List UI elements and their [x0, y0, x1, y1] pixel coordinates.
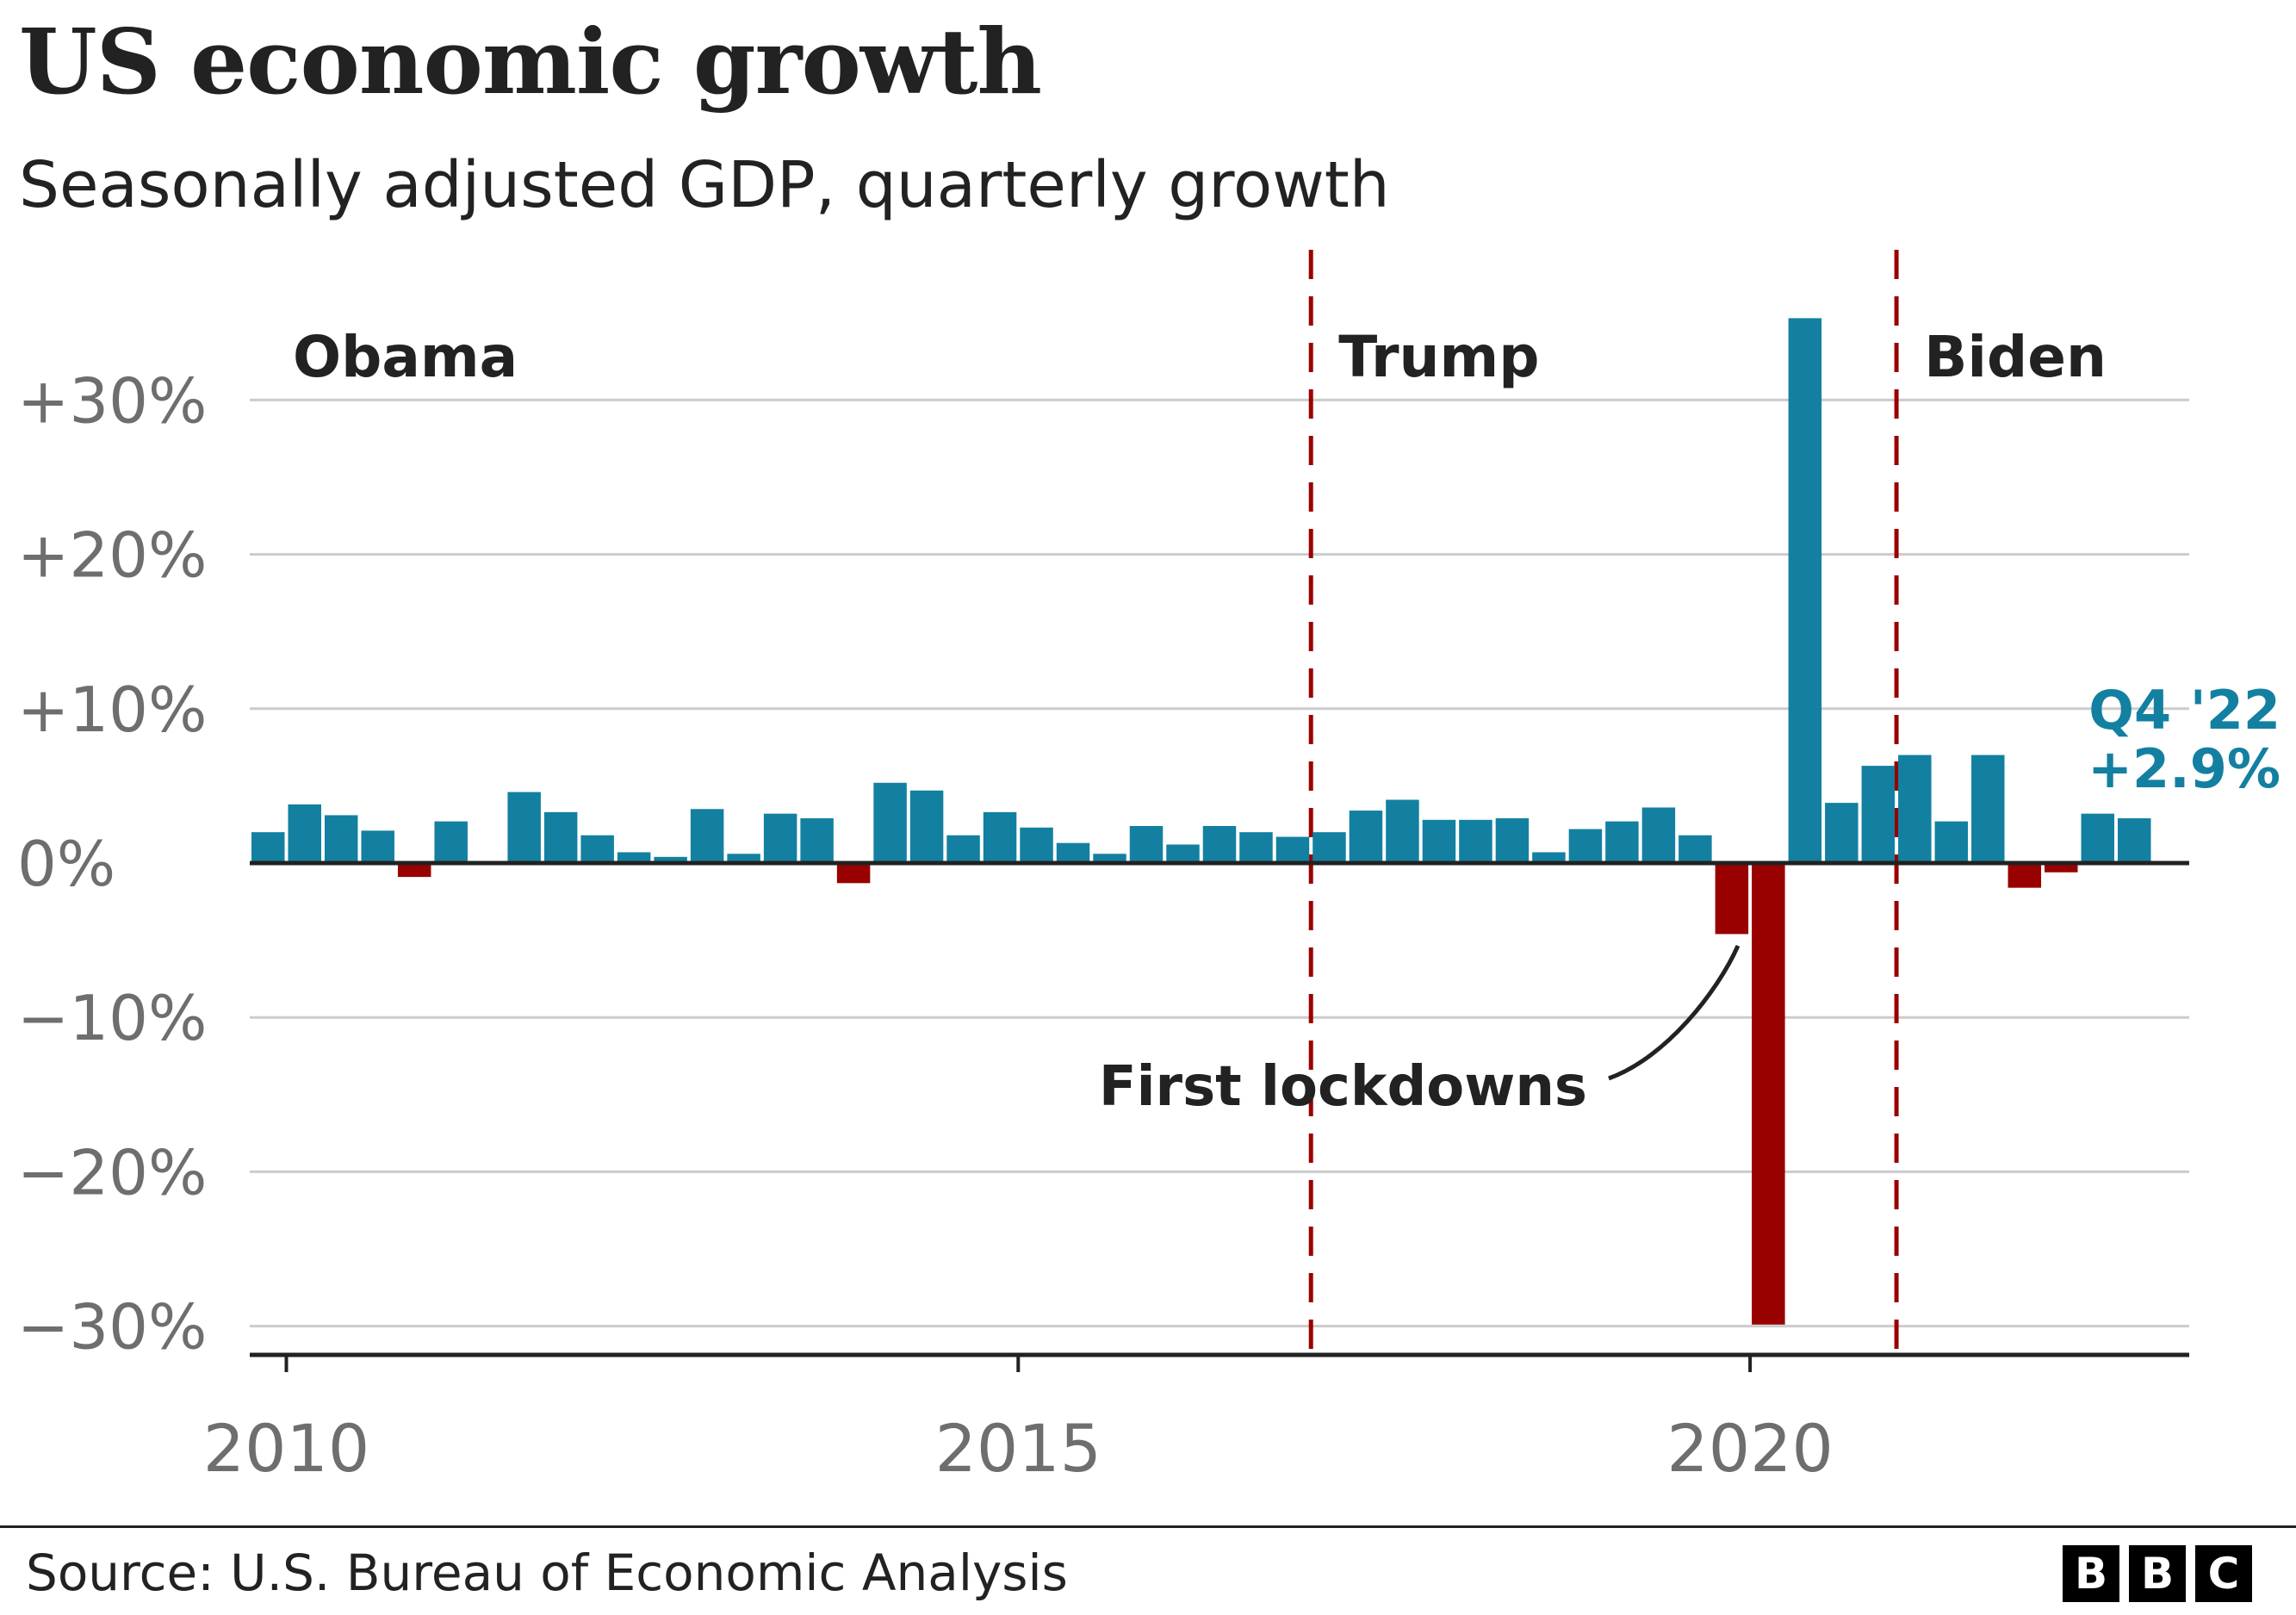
bbc-logo-b1: B — [2063, 1545, 2119, 1602]
y-tick-label: −30% — [17, 1291, 207, 1363]
gdp-bar — [1679, 835, 1712, 863]
gdp-bar — [836, 863, 871, 884]
gdp-bar — [251, 832, 285, 863]
gdp-bar — [580, 835, 614, 863]
gdp-bar — [288, 804, 321, 863]
gdp-bar — [1349, 811, 1383, 863]
y-tick-label: −10% — [17, 982, 207, 1054]
x-tick-label: 2015 — [935, 1410, 1101, 1487]
gdp-bar — [617, 852, 651, 863]
gdp-bar — [1568, 829, 1603, 863]
gdp-bar — [1971, 755, 2005, 863]
gdp-bar — [324, 815, 358, 863]
gdp-bar — [1752, 863, 1785, 1325]
era-label: Trump — [1338, 324, 1539, 390]
era-label: Obama — [293, 324, 518, 390]
gdp-bar — [983, 811, 1017, 863]
latest-quarter-label: Q4 '22 — [2088, 679, 2280, 742]
gdp-bar — [1934, 821, 1969, 863]
gdp-bar — [1239, 832, 1273, 863]
gdp-bar — [800, 818, 834, 863]
x-tick-label: 2020 — [1666, 1410, 1833, 1487]
chart-subtitle: Seasonally adjusted GDP, quarterly growt… — [19, 148, 1390, 222]
gdp-bar — [654, 856, 687, 863]
gdp-bar — [1641, 807, 1676, 863]
annotations: First lockdowns Q4 '22+2.9% — [1099, 679, 2280, 1119]
gdp-bar — [946, 835, 980, 863]
bars — [251, 318, 2151, 1325]
gdp-bar — [1275, 836, 1310, 863]
gdp-bar — [361, 830, 394, 863]
gdp-bar — [2045, 863, 2078, 873]
y-tick-label: +10% — [17, 674, 207, 746]
y-tick-label: +30% — [17, 364, 207, 437]
gdp-bar — [2118, 818, 2151, 863]
source-note: Source: U.S. Bureau of Economic Analysis — [26, 1544, 1068, 1602]
gdp-bar — [1715, 863, 1749, 935]
gdp-bar — [397, 863, 431, 878]
gdp-bar — [1020, 827, 1053, 863]
gdp-bar — [909, 790, 944, 863]
gdp-bar — [434, 821, 468, 863]
gdp-bar — [1825, 803, 1859, 863]
gdp-bar — [543, 811, 578, 863]
gdp-bar — [1166, 844, 1200, 863]
gdp-bar — [507, 792, 541, 863]
gdp-bar — [2081, 813, 2115, 863]
gdp-bar — [873, 782, 907, 863]
gdp-bar — [1788, 318, 1822, 863]
footer-divider — [0, 1525, 2296, 1528]
gdp-bar — [1312, 832, 1346, 863]
gdp-bar — [1422, 819, 1456, 863]
gdp-bar — [1532, 852, 1566, 863]
gdp-bar — [1861, 766, 1896, 863]
gdp-bar — [1093, 854, 1126, 863]
lockdown-annotation: First lockdowns — [1099, 1055, 1587, 1119]
x-tick-label: 2010 — [203, 1410, 369, 1487]
gridlines — [250, 398, 2189, 1328]
chart-title: US economic growth — [19, 9, 1042, 115]
lockdown-leader-line — [1608, 944, 1741, 1081]
axes: +30% +20% +10% 0% −10% −20% −30% 2010 2015 2020 — [17, 364, 2189, 1487]
y-tick-label: 0% — [17, 828, 115, 900]
gdp-bar — [727, 854, 760, 863]
y-tick-label: −20% — [17, 1136, 207, 1208]
gdp-bar — [2007, 863, 2042, 888]
gdp-bar — [1495, 818, 1530, 863]
gdp-bar — [1386, 799, 1419, 863]
era-label: Biden — [1924, 324, 2107, 390]
bbc-logo-c: C — [2195, 1545, 2252, 1602]
y-tick-label: +20% — [17, 519, 207, 592]
gdp-bar — [1056, 842, 1090, 863]
era-markers: Obama Trump Biden — [293, 250, 2107, 1355]
gdp-bar-chart: Obama Trump Biden +30% +20% +10% 0% −10% −20% −3… — [17, 250, 2280, 1487]
gdp-bar — [1898, 755, 1932, 863]
gdp-bar — [1459, 819, 1492, 863]
gdp-bar — [1129, 825, 1164, 863]
bbc-logo-b2: B — [2129, 1545, 2186, 1602]
gdp-bar — [690, 809, 724, 863]
latest-quarter-value: +2.9% — [2088, 737, 2280, 800]
gdp-bar — [1202, 825, 1237, 863]
gdp-bar — [763, 813, 797, 863]
gdp-bar — [1605, 821, 1639, 863]
